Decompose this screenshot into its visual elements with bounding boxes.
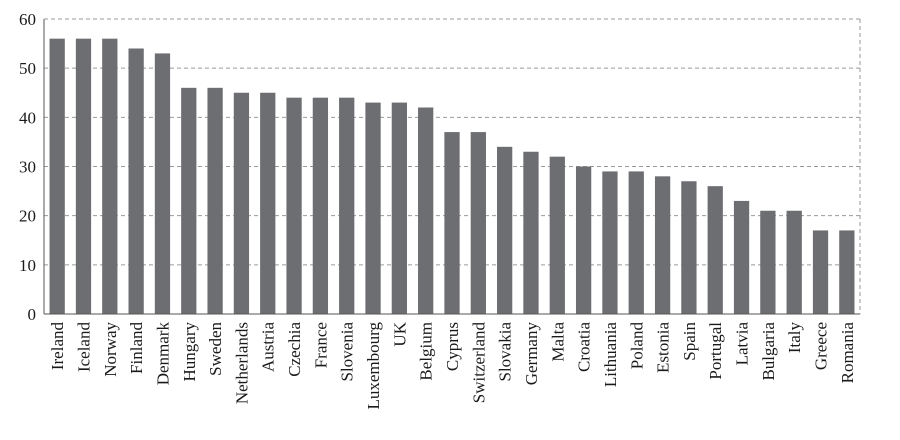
x-tick-label: Czechia <box>285 322 304 377</box>
x-tick-label: Italy <box>785 322 804 354</box>
x-tick-label: Ireland <box>48 322 67 371</box>
x-tick-label: Greece <box>812 322 831 370</box>
bar <box>523 151 539 314</box>
x-tick-label: Poland <box>627 322 646 370</box>
bar <box>286 97 302 314</box>
bar <box>128 48 144 314</box>
x-tick-label: Hungary <box>180 322 199 382</box>
bar <box>628 171 644 314</box>
bar <box>444 132 460 314</box>
bars <box>49 38 855 315</box>
y-axis-ticks: 0 10 20 30 40 50 60 <box>19 10 36 324</box>
x-tick-label: Austria <box>259 322 278 373</box>
bar <box>102 38 118 315</box>
bar <box>654 176 671 314</box>
bar <box>760 210 776 314</box>
x-tick-label: Switzerland <box>469 322 488 404</box>
x-tick-label: Slovenia <box>338 322 357 382</box>
y-tick-label: 0 <box>28 305 37 324</box>
bar <box>233 92 250 314</box>
y-tick-label: 50 <box>19 59 36 78</box>
bar <box>602 171 618 314</box>
bar <box>470 132 486 314</box>
x-tick-label: Iceland <box>74 322 93 373</box>
plot-frame <box>43 18 861 315</box>
bar <box>154 53 171 315</box>
x-tick-label: Bulgaria <box>759 322 778 381</box>
x-axis-labels: Ireland Iceland Norway Finland Denmark Hungar… <box>48 321 857 409</box>
bar <box>733 200 750 314</box>
bar <box>312 97 329 314</box>
x-tick-label: Latvia <box>733 322 752 366</box>
x-tick-label: Germany <box>522 322 541 386</box>
bar <box>549 156 565 314</box>
x-tick-label: Slovakia <box>496 322 515 382</box>
bar <box>812 230 829 314</box>
x-tick-label: Malta <box>548 322 567 362</box>
bar <box>839 230 855 314</box>
bar <box>339 97 355 314</box>
bar <box>786 210 802 314</box>
bar <box>365 102 381 314</box>
bar <box>418 107 434 314</box>
y-tick-label: 10 <box>19 256 36 275</box>
x-tick-label: Denmark <box>153 322 172 386</box>
x-tick-label: Lithuania <box>601 322 620 388</box>
bar <box>707 186 723 314</box>
x-tick-label: Estonia <box>654 322 673 373</box>
x-tick-label: UK <box>390 321 409 346</box>
bar <box>681 181 697 314</box>
x-tick-label: Sweden <box>206 322 225 376</box>
x-tick-label: Romania <box>838 322 857 384</box>
bar <box>181 87 197 314</box>
bar <box>49 38 65 315</box>
y-tick-label: 20 <box>19 207 36 226</box>
x-tick-label: Croatia <box>575 322 594 372</box>
bar <box>497 146 513 314</box>
x-tick-label: Belgium <box>417 322 436 381</box>
x-tick-label: Luxembourg <box>364 322 383 410</box>
y-tick-label: 60 <box>19 10 36 29</box>
x-tick-label: Norway <box>101 322 120 377</box>
x-tick-label: France <box>311 322 330 368</box>
bar <box>575 166 592 314</box>
x-tick-label: Spain <box>680 322 699 361</box>
x-tick-label: Finland <box>127 322 146 374</box>
x-tick-label: Portugal <box>706 322 725 380</box>
bar <box>391 102 407 314</box>
y-tick-label: 30 <box>19 158 36 177</box>
bar <box>260 92 276 314</box>
bar <box>207 87 223 314</box>
x-tick-label: Cyprus <box>443 322 462 371</box>
y-tick-label: 40 <box>19 108 36 127</box>
bar <box>75 38 92 315</box>
x-tick-label: Netherlands <box>232 322 251 404</box>
